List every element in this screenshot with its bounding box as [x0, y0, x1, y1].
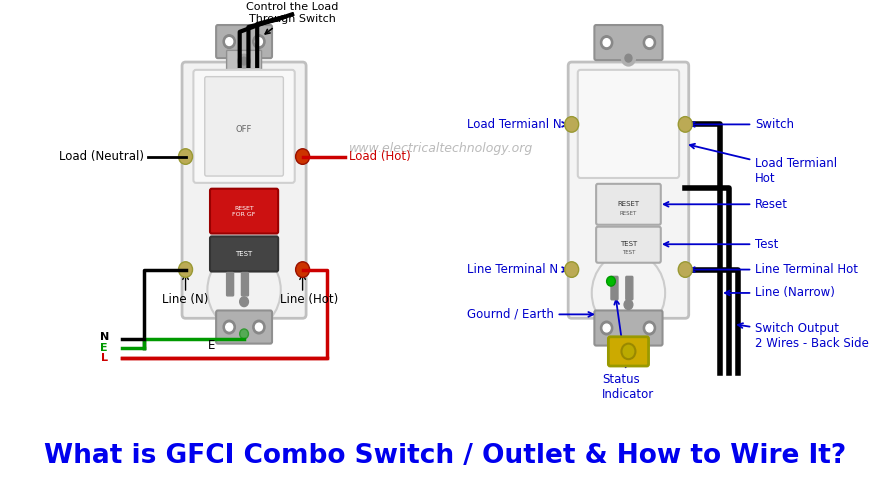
Text: TEST: TEST	[619, 241, 637, 247]
Text: E: E	[101, 344, 108, 353]
Circle shape	[223, 35, 235, 48]
Text: OFF: OFF	[236, 125, 252, 134]
Circle shape	[678, 117, 692, 132]
FancyBboxPatch shape	[611, 276, 618, 300]
Circle shape	[643, 321, 656, 335]
Text: N: N	[100, 332, 109, 342]
Circle shape	[601, 36, 612, 49]
FancyBboxPatch shape	[227, 50, 262, 72]
FancyBboxPatch shape	[210, 189, 279, 233]
Text: Line (Hot): Line (Hot)	[280, 293, 339, 306]
Text: Load Termianl
Hot: Load Termianl Hot	[690, 144, 837, 184]
Text: RESET: RESET	[618, 201, 640, 207]
FancyBboxPatch shape	[227, 273, 233, 296]
Circle shape	[564, 262, 578, 277]
Text: Load Termianl N: Load Termianl N	[467, 118, 568, 131]
Circle shape	[239, 329, 248, 339]
FancyBboxPatch shape	[182, 62, 306, 318]
Circle shape	[643, 36, 656, 49]
Circle shape	[625, 54, 632, 62]
Circle shape	[226, 323, 232, 331]
Circle shape	[223, 320, 235, 334]
FancyBboxPatch shape	[216, 25, 272, 58]
Text: L: L	[101, 353, 108, 363]
FancyBboxPatch shape	[596, 227, 660, 263]
Text: Line Terminal N: Line Terminal N	[467, 263, 567, 276]
Text: Load (Neutral): Load (Neutral)	[59, 150, 143, 163]
Text: E: E	[208, 339, 215, 352]
Circle shape	[603, 39, 611, 47]
Text: Status
Indicator: Status Indicator	[603, 300, 654, 401]
Circle shape	[255, 323, 263, 331]
Circle shape	[603, 324, 611, 332]
Text: Control the Load
Through Switch: Control the Load Through Switch	[246, 2, 338, 34]
Text: Line (Narrow): Line (Narrow)	[725, 287, 835, 300]
Circle shape	[601, 321, 612, 335]
Circle shape	[646, 39, 653, 47]
Text: Line (N): Line (N)	[162, 293, 209, 306]
FancyBboxPatch shape	[609, 337, 649, 366]
Circle shape	[255, 38, 263, 46]
Circle shape	[646, 324, 653, 332]
Text: TEST: TEST	[622, 250, 635, 254]
Circle shape	[564, 117, 578, 132]
FancyBboxPatch shape	[596, 184, 660, 225]
Circle shape	[607, 276, 615, 286]
Circle shape	[621, 344, 635, 359]
Text: TEST: TEST	[236, 251, 253, 257]
Text: RESET: RESET	[619, 211, 637, 216]
Circle shape	[239, 297, 248, 307]
Text: Line Terminal Hot: Line Terminal Hot	[690, 263, 858, 276]
Text: What is GFCI Combo Switch / Outlet & How to Wire It?: What is GFCI Combo Switch / Outlet & How…	[44, 443, 846, 468]
FancyBboxPatch shape	[216, 311, 272, 344]
Text: www.electricaltechnology.org: www.electricaltechnology.org	[349, 142, 533, 155]
Circle shape	[226, 38, 232, 46]
FancyBboxPatch shape	[595, 25, 662, 60]
Circle shape	[253, 320, 265, 334]
Circle shape	[621, 50, 635, 66]
FancyBboxPatch shape	[193, 70, 295, 183]
Circle shape	[253, 35, 265, 48]
FancyBboxPatch shape	[205, 77, 283, 176]
FancyBboxPatch shape	[626, 276, 633, 300]
Circle shape	[295, 262, 310, 277]
FancyBboxPatch shape	[241, 273, 248, 296]
Text: Switch Output
2 Wires - Back Side: Switch Output 2 Wires - Back Side	[738, 322, 869, 350]
FancyBboxPatch shape	[568, 62, 689, 318]
Circle shape	[238, 54, 250, 68]
Circle shape	[179, 149, 192, 164]
Text: Test: Test	[664, 238, 779, 251]
Text: Reset: Reset	[664, 198, 789, 211]
Text: Gournd / Earth: Gournd / Earth	[467, 308, 593, 321]
Circle shape	[592, 252, 665, 334]
Circle shape	[179, 262, 192, 277]
Circle shape	[295, 149, 310, 164]
Circle shape	[624, 300, 633, 310]
Circle shape	[207, 249, 280, 331]
Text: RESET
FOR GF: RESET FOR GF	[232, 206, 255, 216]
Circle shape	[678, 262, 692, 277]
Text: Load (Hot): Load (Hot)	[349, 150, 410, 163]
FancyBboxPatch shape	[210, 237, 279, 272]
FancyBboxPatch shape	[578, 70, 679, 178]
Text: Switch: Switch	[690, 118, 794, 131]
Circle shape	[240, 57, 247, 65]
FancyBboxPatch shape	[595, 311, 662, 346]
